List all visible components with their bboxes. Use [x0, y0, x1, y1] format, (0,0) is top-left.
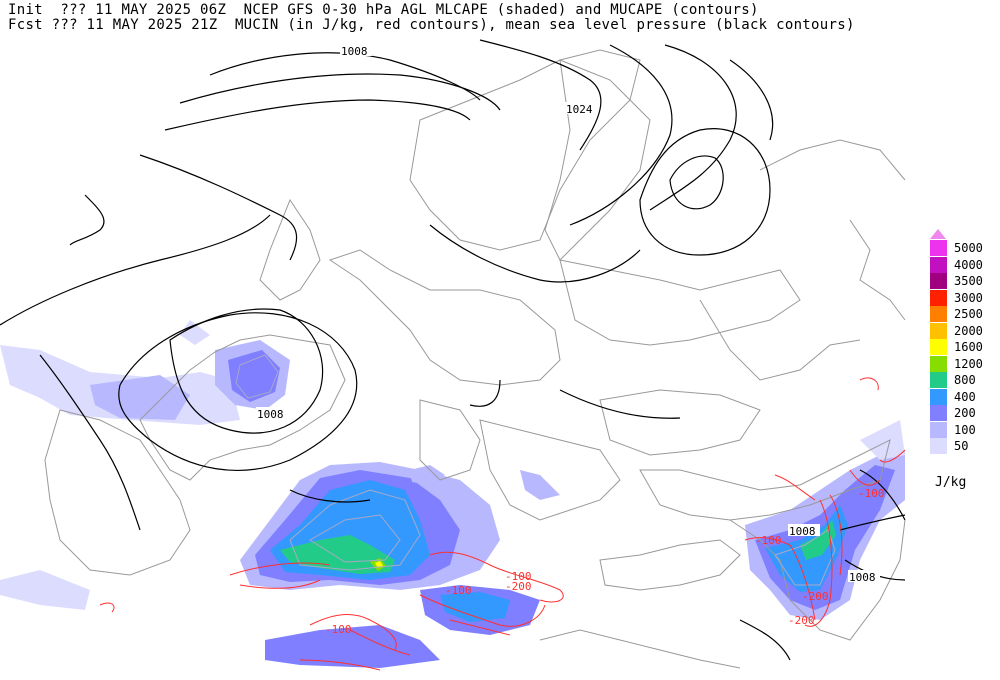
legend-label: 4000: [954, 257, 983, 272]
isobar-label: 1008: [849, 571, 876, 584]
legend-label: 800: [954, 373, 976, 387]
legend-swatch: [930, 388, 947, 405]
cape-area-channel: [180, 320, 210, 345]
cin-label: -100: [755, 534, 782, 547]
legend-entry: 4000: [930, 256, 1000, 273]
cin-label: -100: [325, 623, 352, 636]
isobar-label: 1008: [257, 408, 284, 421]
legend-entry: 100: [930, 421, 1000, 438]
legend-overflow-triangle: [930, 229, 946, 239]
cape-area-italy-north: [410, 465, 445, 485]
legend-swatch: [930, 273, 947, 289]
cin-label: -200: [505, 580, 532, 593]
legend-swatch: [930, 240, 947, 256]
header-forecast-line: Fcst ??? 11 MAY 2025 21Z MUCIN (in J/kg,…: [8, 17, 855, 33]
legend-entry: 5000: [930, 240, 1000, 256]
legend-label: 50: [954, 439, 969, 453]
legend-label: 200: [954, 406, 976, 420]
legend-label: 5000: [954, 241, 983, 255]
legend-entry: 2000: [930, 322, 1000, 339]
mucape-contours: [235, 354, 836, 586]
legend-entry: 2500: [930, 306, 1000, 322]
isobar-labels: 1008 1024 1008 1008 1008: [256, 44, 880, 584]
cin-labels: -100 -200 -200 -100 -100 -200 -100 -100: [325, 487, 885, 636]
legend-entry: 1600: [930, 339, 1000, 355]
cape-area-adriatic: [520, 470, 560, 500]
cape-area-westcoast: [0, 570, 90, 610]
cape-area-libya-core: [440, 592, 510, 622]
legend-label: 2500: [954, 307, 983, 321]
legend-entry: 400: [930, 388, 1000, 405]
cin-label: -100: [445, 584, 472, 597]
legend-swatch: [930, 438, 947, 454]
isobar-label: 1008: [789, 525, 816, 538]
legend-entry: 50: [930, 438, 1000, 454]
isobar-label: 1008: [341, 45, 368, 58]
cape-area-biscay: [90, 375, 190, 420]
legend-entry: 1200: [930, 355, 1000, 372]
header-init-line: Init ??? 11 MAY 2025 06Z NCEP GFS 0-30 h…: [8, 2, 759, 18]
mlcape-shading: [0, 320, 905, 668]
legend-units: J/kg: [935, 475, 967, 490]
cape-area-med-800: [280, 535, 395, 574]
legend-label: 1200: [954, 356, 983, 371]
legend-entry: 200: [930, 405, 1000, 421]
legend-label: 3000: [954, 290, 983, 305]
isobar-label: 1024: [566, 103, 593, 116]
legend-swatch: [930, 355, 947, 372]
legend-label: 400: [954, 389, 976, 404]
country-borders: [44, 49, 906, 669]
legend-entry: 800: [930, 372, 1000, 388]
legend-swatch: [930, 405, 947, 421]
cin-label: -200: [788, 614, 815, 627]
cape-area-africa-west: [265, 625, 440, 668]
legend-entry: 3500: [930, 273, 1000, 289]
legend-label: 3500: [954, 274, 983, 288]
legend-swatch: [930, 421, 947, 438]
legend-label: 100: [954, 422, 976, 437]
legend-label: 1600: [954, 340, 983, 354]
mucin-contours: [99, 377, 906, 671]
legend-swatch: [930, 339, 947, 355]
legend-label: 2000: [954, 323, 983, 338]
legend-swatch: [930, 256, 947, 273]
legend-swatch: [930, 306, 947, 322]
legend-swatch: [930, 322, 947, 339]
legend-swatch: [930, 289, 947, 306]
cape-area-med-1600: [375, 561, 383, 568]
cape-area-turkey-east: [860, 420, 905, 460]
cape-area-levant-800: [800, 520, 836, 560]
legend-entry: 3000: [930, 289, 1000, 306]
cin-label: -100: [505, 570, 532, 583]
cin-label: -200: [802, 590, 829, 603]
cin-label: -100: [858, 487, 885, 500]
legend-swatch: [930, 372, 947, 388]
